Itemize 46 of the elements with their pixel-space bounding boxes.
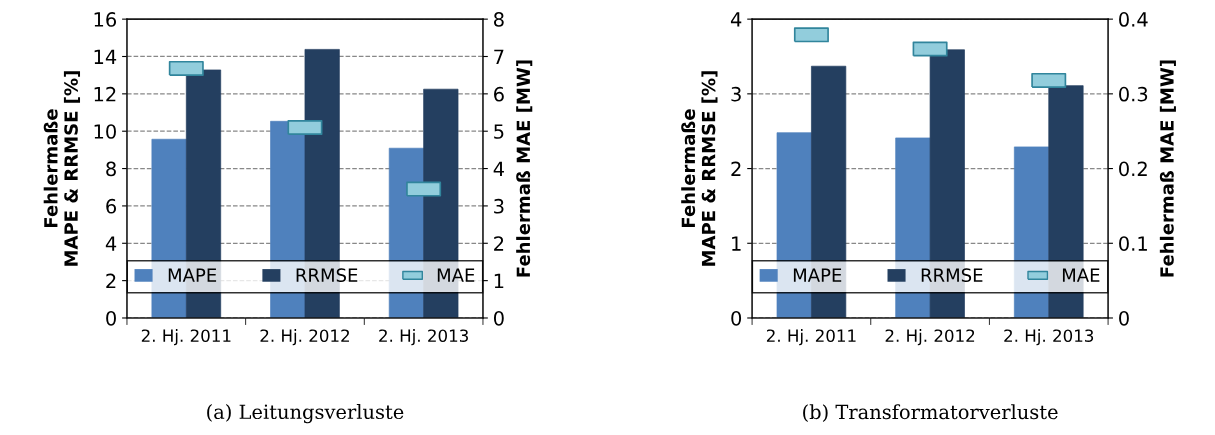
y2-tick-label: 0.2 bbox=[1119, 161, 1147, 177]
legend-label: MAE bbox=[1062, 268, 1100, 282]
legend-label: MAE bbox=[437, 268, 475, 282]
y-tick-label: 2 bbox=[731, 161, 741, 176]
legend-label: MAPE bbox=[793, 268, 842, 282]
y-tick-label: 10 bbox=[94, 124, 116, 139]
y2-tick-label: 1 bbox=[494, 273, 504, 289]
y-tick-label: 3 bbox=[731, 86, 741, 102]
x-tick-label: 2. Hj. 2011 bbox=[141, 329, 231, 346]
y-tick-label: 14 bbox=[94, 49, 117, 64]
y2-axis-title: Fehlermaß MAE [MW] bbox=[1159, 60, 1176, 277]
y-tick-label: 6 bbox=[106, 198, 117, 214]
y-axis-title: Fehlermaße MAPE & RRMSE [%] bbox=[681, 71, 718, 266]
y2-tick-label: 0.3 bbox=[1119, 86, 1148, 102]
y-tick-label: 16 bbox=[94, 12, 117, 27]
legend-label: RRMSE bbox=[921, 268, 983, 282]
y2-tick-label: 5 bbox=[494, 124, 504, 139]
text: (b) Transformatorverluste bbox=[803, 404, 1058, 423]
y-tick-label: 4 bbox=[105, 236, 117, 251]
y-tick-label: 1 bbox=[732, 236, 741, 251]
y2-tick-label: 6 bbox=[494, 86, 504, 102]
x-tick-label: 2. Hj. 2013 bbox=[1004, 329, 1094, 346]
x-tick-label: 2. Hj. 2011 bbox=[766, 329, 856, 346]
y-tick-label: 12 bbox=[94, 86, 116, 102]
y2-tick-label: 7 bbox=[494, 49, 504, 64]
y-axis-title: Fehlermaße MAPE & RRMSE [%] bbox=[43, 71, 81, 266]
y2-tick-label: 3 bbox=[494, 198, 504, 214]
x-tick-label: 2. Hj. 2012 bbox=[260, 329, 349, 346]
legend-label: RRMSE bbox=[296, 268, 358, 282]
legend-label: MAPE bbox=[168, 268, 217, 282]
x-tick-label: 2. Hj. 2013 bbox=[379, 329, 468, 346]
y2-tick-label: 0.1 bbox=[1119, 236, 1147, 251]
y2-tick-label: 2 bbox=[494, 236, 504, 251]
y2-tick-label: 0 bbox=[1119, 310, 1129, 326]
y-tick-label: 2 bbox=[106, 273, 116, 289]
y2-tick-label: 0.4 bbox=[1119, 12, 1148, 27]
y2-tick-label: 8 bbox=[494, 12, 504, 27]
y2-axis-title: Fehlermaß MAE [MW] bbox=[516, 60, 533, 277]
y-tick-label: 8 bbox=[106, 161, 116, 177]
y-tick-label: 0 bbox=[731, 310, 742, 326]
y-tick-label: 4 bbox=[730, 12, 742, 27]
y2-tick-label: 4 bbox=[493, 161, 504, 176]
y-tick-label: 0 bbox=[106, 310, 116, 326]
x-tick-label: 2. Hj. 2012 bbox=[885, 329, 975, 346]
text: (a) Leitungsverluste bbox=[207, 404, 404, 424]
y2-tick-label: 0 bbox=[493, 310, 504, 326]
